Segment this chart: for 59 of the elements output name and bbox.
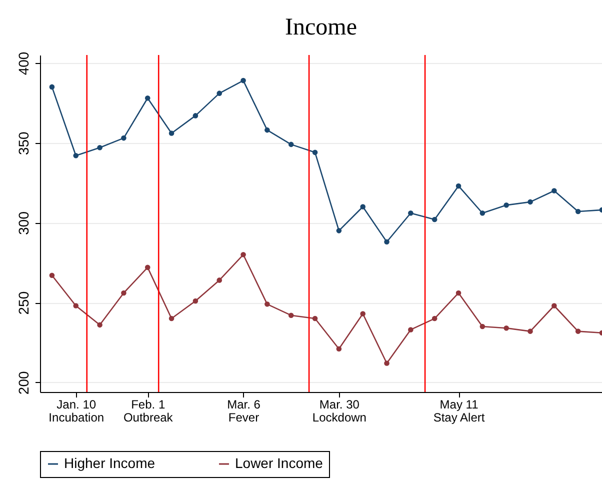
point	[312, 150, 318, 156]
point	[456, 183, 462, 189]
point	[312, 316, 318, 322]
x-tick-label: Feb. 1 Outbreak	[123, 398, 174, 424]
point	[384, 360, 390, 366]
point	[144, 264, 150, 270]
point	[168, 316, 174, 322]
point	[73, 152, 79, 158]
point	[168, 130, 174, 136]
point	[73, 303, 79, 308]
point	[288, 142, 294, 148]
point	[360, 204, 366, 210]
point	[432, 216, 438, 222]
point	[456, 290, 462, 296]
point	[408, 210, 414, 216]
point	[336, 346, 342, 352]
point	[240, 252, 246, 258]
point	[480, 324, 486, 330]
point	[575, 208, 581, 214]
point	[408, 327, 414, 332]
x-tick-label: Mar. 6 Fever	[227, 398, 261, 424]
point	[192, 298, 198, 304]
point	[97, 144, 102, 150]
chart-title: Income	[285, 14, 357, 40]
point	[480, 210, 486, 216]
y-tick-label: 400	[16, 52, 32, 76]
point	[575, 328, 581, 334]
legend-label: Higher Income	[64, 455, 156, 471]
point	[336, 228, 342, 234]
point	[528, 199, 533, 205]
y-tick-label: 350	[16, 131, 32, 156]
y-tick-label: 300	[16, 211, 32, 235]
point	[504, 325, 509, 331]
y-tick-label: 250	[16, 291, 32, 315]
point	[288, 312, 294, 318]
point	[49, 84, 55, 90]
x-tick-label: Mar. 30 Lockdown	[312, 398, 366, 424]
point	[264, 127, 270, 133]
y-tick-label: 200	[16, 371, 32, 395]
x-tick-label: May 11 Stay Alert	[433, 398, 486, 424]
point	[360, 311, 366, 316]
point	[192, 113, 198, 118]
point	[240, 78, 246, 84]
point	[552, 188, 557, 194]
point	[384, 239, 390, 245]
point	[552, 303, 557, 308]
point	[528, 328, 533, 334]
point	[49, 272, 55, 278]
point	[144, 95, 150, 101]
point	[97, 322, 102, 328]
point	[121, 135, 126, 141]
point	[216, 278, 222, 283]
point	[504, 202, 509, 208]
point	[264, 302, 270, 307]
point	[432, 316, 438, 322]
point	[121, 290, 126, 296]
point	[216, 90, 222, 96]
legend-label: Lower Income	[235, 455, 324, 471]
x-tick-label: Jan. 10 Incubation	[48, 398, 104, 424]
